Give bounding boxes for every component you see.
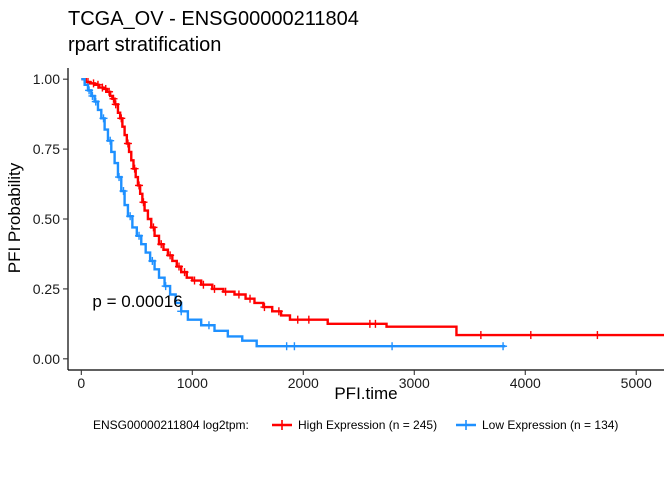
censor-mark <box>119 187 128 196</box>
censor-mark <box>105 87 114 96</box>
censor-mark <box>499 342 508 351</box>
censor-mark <box>99 114 108 123</box>
x-axis-ticks: 0 1000 2000 3000 4000 5000 <box>77 370 652 391</box>
x-tick-label: 5000 <box>621 375 652 391</box>
y-tick-label: 0.75 <box>33 141 60 157</box>
censor-mark <box>148 256 157 265</box>
censor-mark <box>93 80 102 89</box>
censor-mark <box>85 86 94 95</box>
y-axis-title: PFI Probability <box>5 162 24 273</box>
x-tick-label: 3000 <box>399 375 430 391</box>
censor-mark <box>221 287 230 296</box>
censor-mark <box>204 321 213 330</box>
legend-label: High Expression (n = 245) <box>298 418 437 432</box>
censor-mark <box>109 94 118 103</box>
censor-mark <box>260 303 269 312</box>
censor-mark <box>106 136 115 145</box>
censor-mark <box>290 342 299 351</box>
x-tick-label: 2000 <box>288 375 319 391</box>
censor-mark <box>177 307 186 316</box>
series-line-low <box>81 77 506 348</box>
censor-mark <box>149 223 158 232</box>
censor-mark <box>91 97 100 106</box>
censor-mark <box>117 114 126 123</box>
x-axis-title: PFI.time <box>334 384 397 403</box>
x-tick-label: 1000 <box>177 375 208 391</box>
chart-subtitle: rpart stratification <box>68 34 221 56</box>
censor-mark <box>130 164 139 173</box>
censor-mark <box>135 181 144 190</box>
censor-mark <box>476 331 485 340</box>
censor-mark <box>111 100 120 109</box>
y-tick-label: 0.50 <box>33 211 60 227</box>
censor-mark <box>246 294 255 303</box>
censor-mark <box>88 91 97 100</box>
censor-mark <box>161 282 170 291</box>
p-value-annotation: p = 0.00016 <box>92 292 182 311</box>
censor-mark <box>199 280 208 289</box>
legend-label: Low Expression (n = 134) <box>482 418 618 432</box>
censor-mark <box>282 342 291 351</box>
censor-mark <box>388 342 397 351</box>
censor-mark <box>126 212 135 221</box>
y-tick-label: 1.00 <box>33 71 60 87</box>
y-tick-label: 0.25 <box>33 281 60 297</box>
censor-mark <box>304 315 313 324</box>
censor-mark <box>234 290 243 299</box>
y-tick-label: 0.00 <box>33 351 60 367</box>
legend-key <box>456 420 476 430</box>
censor-mark <box>180 268 189 277</box>
x-tick-label: 0 <box>77 375 85 391</box>
censor-mark <box>190 276 199 285</box>
plot-area <box>81 77 664 351</box>
censor-mark <box>526 331 535 340</box>
legend-title: ENSG00000211804 log2tpm: <box>93 418 249 432</box>
x-tick-label: 4000 <box>510 375 541 391</box>
censor-mark <box>166 251 175 260</box>
censor-mark <box>210 284 219 293</box>
censor-mark <box>123 139 132 148</box>
censor-mark <box>139 198 148 207</box>
censor-mark <box>593 331 602 340</box>
legend: ENSG00000211804 log2tpm: High Expression … <box>93 418 618 432</box>
censor-mark <box>135 231 144 240</box>
censor-mark <box>115 173 124 182</box>
censor-mark <box>89 79 98 88</box>
censor-mark <box>174 262 183 271</box>
legend-key <box>272 420 292 430</box>
censor-mark <box>157 240 166 249</box>
series-line-high <box>81 77 664 337</box>
y-axis-ticks: 0.00 0.25 0.50 0.75 1.00 <box>33 71 68 367</box>
censor-mark <box>371 319 380 328</box>
censor-mark <box>293 315 302 324</box>
chart-title: TCGA_OV - ENSG00000211804 <box>68 8 359 30</box>
censor-mark <box>274 307 283 316</box>
